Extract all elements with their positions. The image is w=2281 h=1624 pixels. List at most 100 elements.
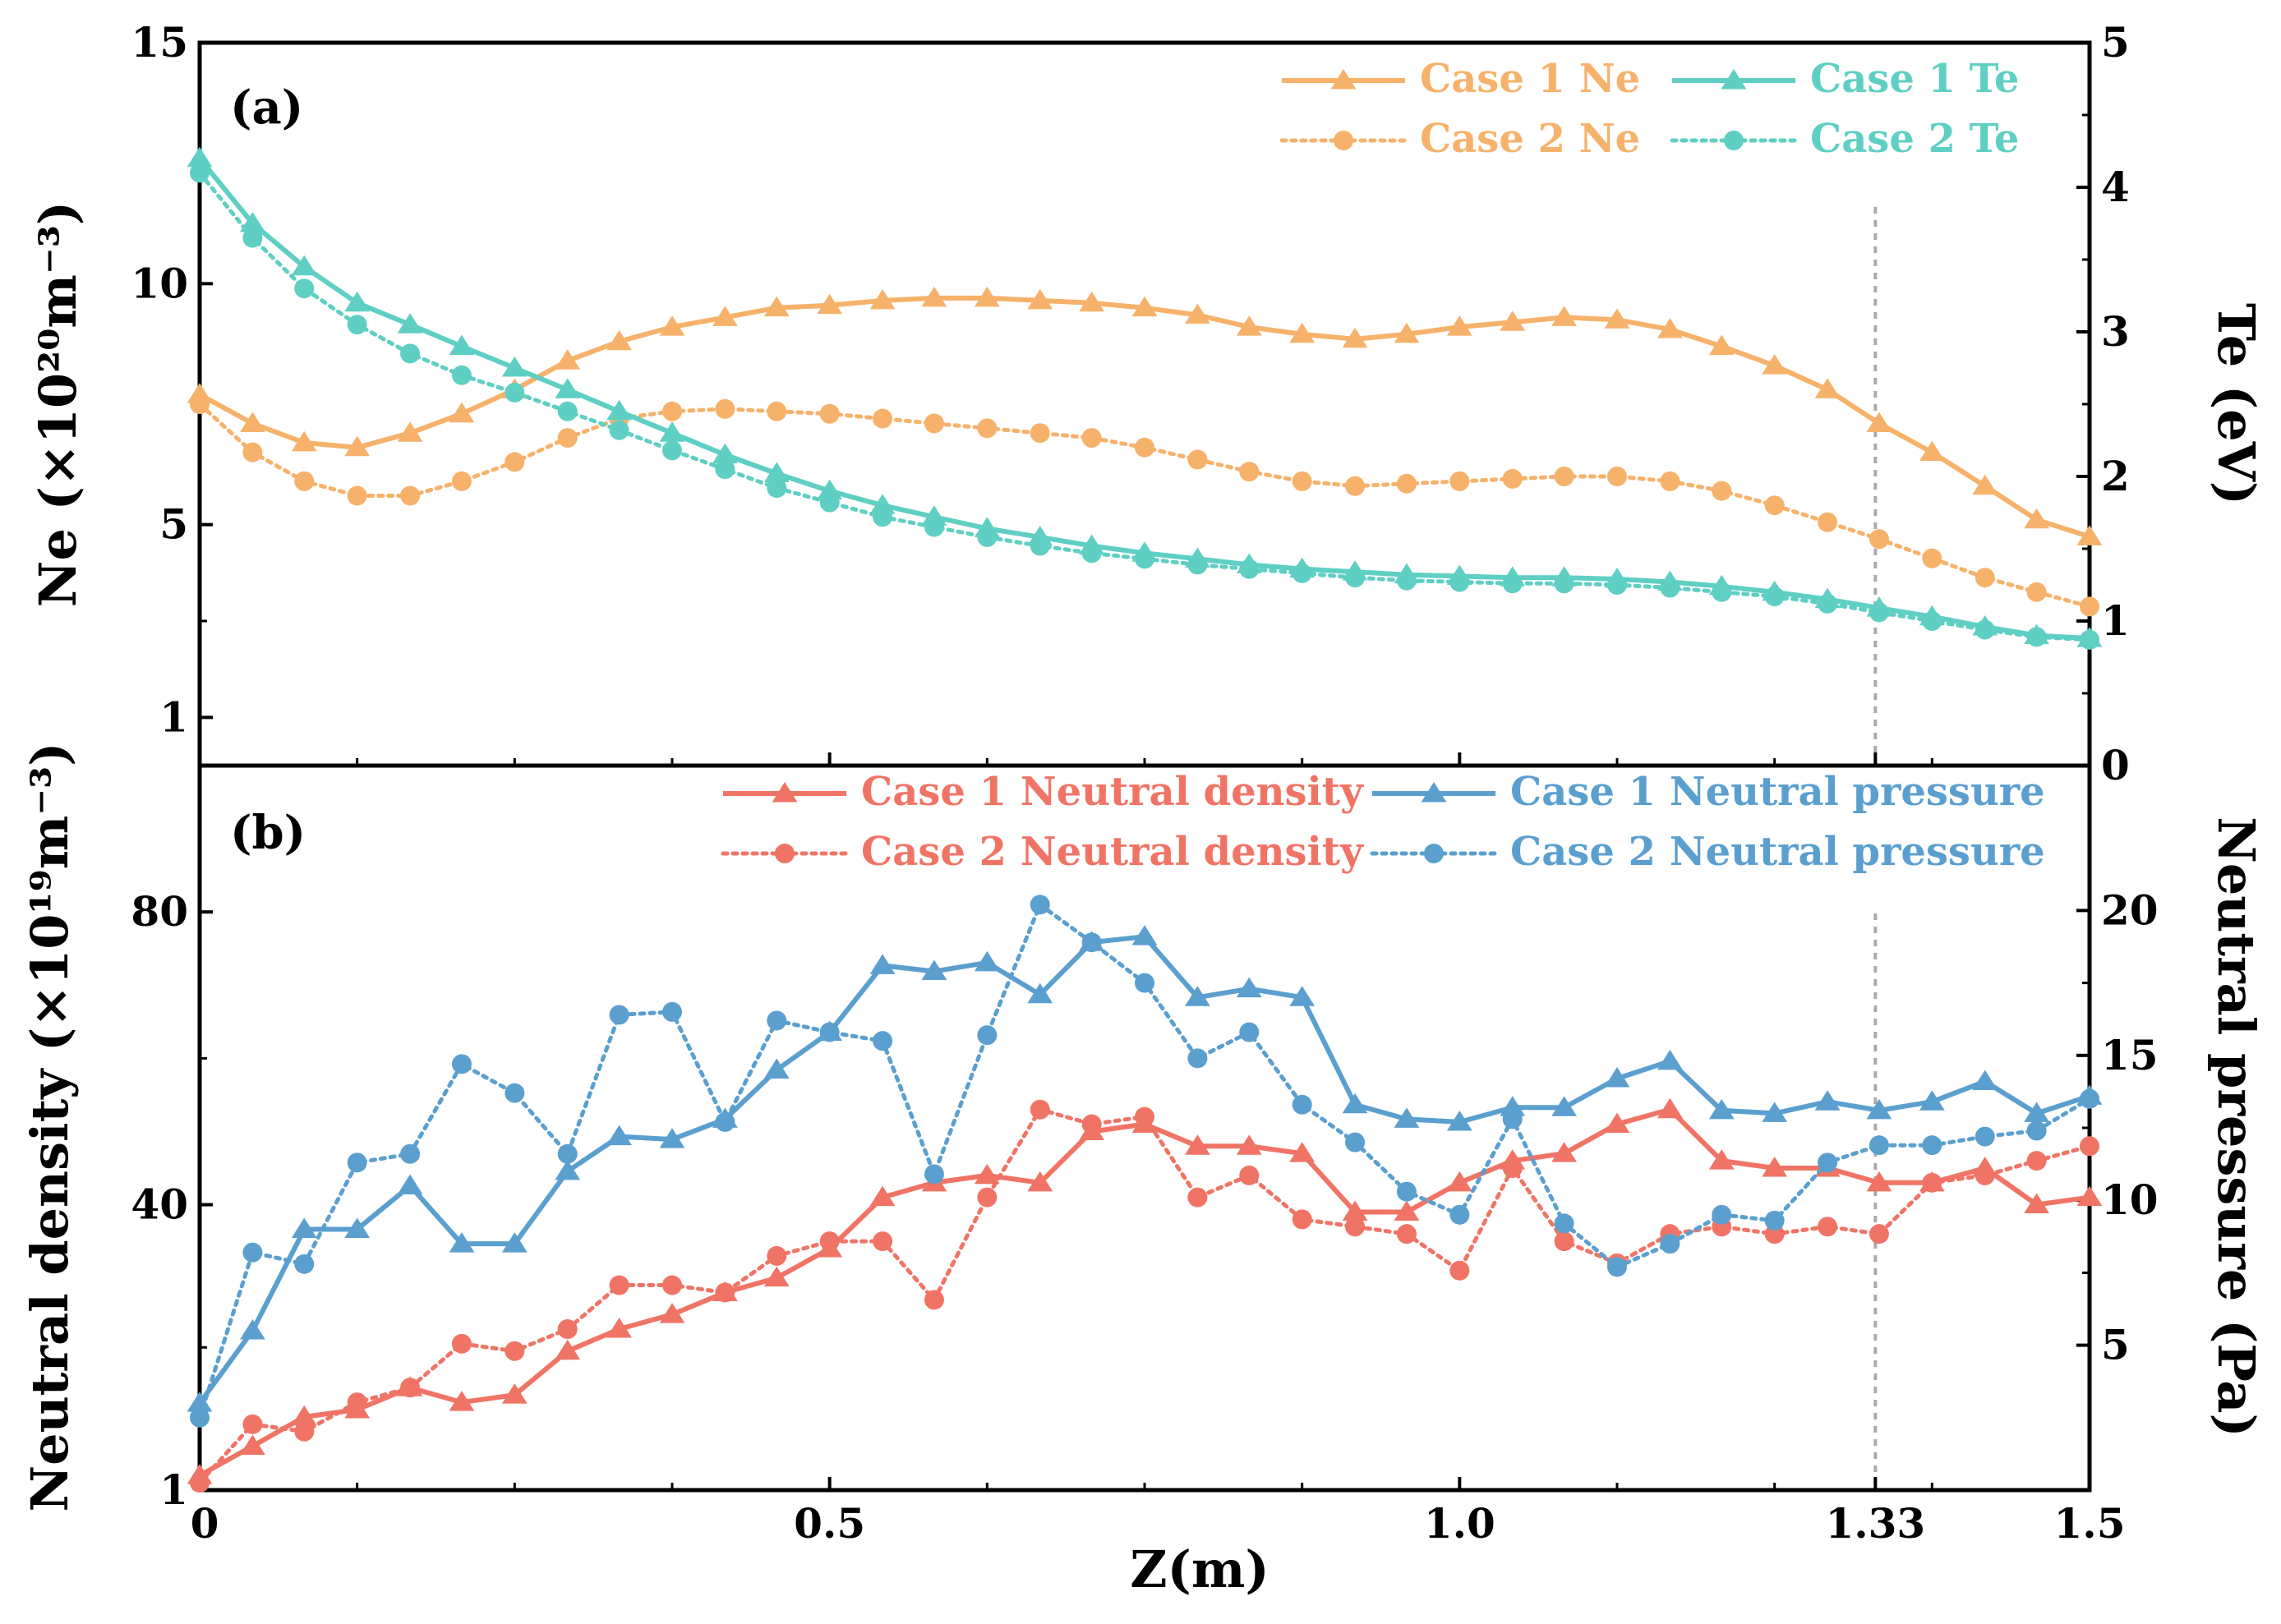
data-point-case-2-te <box>662 440 682 461</box>
panel-a-ytick-left-label: 10 <box>131 259 188 307</box>
data-point-case-1-neutral-pressure <box>187 1392 213 1412</box>
data-point-case-2-ne <box>715 398 735 419</box>
data-point-case-2-neutral-pressure <box>1449 1204 1470 1225</box>
data-point-case-1-ne <box>344 435 371 457</box>
panel-a-ytick-right-label: 1 <box>2101 596 2130 645</box>
data-point-case-2-te <box>1239 559 1260 579</box>
data-point-case-2-neutral-density <box>451 1333 472 1354</box>
data-point-case-1-ne <box>1342 327 1368 348</box>
data-point-case-1-ne <box>1814 378 1841 398</box>
data-point-case-1-ne <box>1185 303 1210 324</box>
data-point-case-2-te <box>1975 619 1995 640</box>
data-point-case-2-neutral-density <box>1975 1165 1995 1185</box>
data-point-case-1-neutral-pressure <box>869 954 896 974</box>
x-tick-label: 1.5 <box>2054 1499 2126 1548</box>
data-point-case-1-neutral-pressure <box>344 1217 371 1238</box>
data-point-case-2-neutral-density <box>557 1319 578 1339</box>
data-point-case-2-neutral-pressure <box>609 1005 629 1025</box>
data-point-case-2-te <box>347 315 367 335</box>
data-point-case-2-te <box>715 459 735 480</box>
data-point-case-2-neutral-density <box>1187 1187 1208 1208</box>
data-point-case-2-neutral-density <box>1345 1217 1366 1237</box>
series-case-2-neutral-density <box>190 1099 2099 1493</box>
panel-a-ylabel-left: Ne (×10²⁰m⁻³) <box>28 201 88 607</box>
data-point-case-2-ne <box>1081 428 1102 449</box>
data-point-case-2-neutral-density <box>1081 1114 1102 1134</box>
series-line-case-1-neutral-density <box>198 1106 2090 1478</box>
series-line-case-2-ne <box>197 402 2092 609</box>
data-point-case-2-te <box>873 507 893 527</box>
data-point-case-1-neutral-pressure <box>1657 1049 1683 1070</box>
data-point-case-1-te <box>659 421 685 442</box>
legend-label: Case 1 Ne <box>1420 56 1640 102</box>
data-point-case-2-neutral-pressure <box>1869 1135 1889 1156</box>
data-point-case-1-te <box>869 494 896 514</box>
legend-swatch-marker <box>1421 782 1447 803</box>
data-point-case-1-neutral-pressure <box>1814 1090 1841 1111</box>
data-point-case-2-neutral-density <box>977 1187 998 1208</box>
data-point-case-2-ne <box>767 401 787 421</box>
data-point-case-1-ne <box>606 329 632 351</box>
data-point-case-1-neutral-density <box>555 1339 581 1360</box>
data-point-case-1-ne <box>1762 354 1788 375</box>
data-point-case-1-ne <box>2076 525 2103 545</box>
data-point-case-2-neutral-density <box>1449 1260 1470 1281</box>
panel-b-ytick-right-label: 10 <box>2101 1175 2159 1224</box>
data-point-case-2-te <box>1030 536 1050 556</box>
data-point-case-2-te <box>294 278 315 299</box>
data-point-case-1-neutral-density <box>1185 1134 1210 1155</box>
legend-item-case-1-ne: Case 1 Ne <box>1282 56 1640 102</box>
data-point-case-1-neutral-pressure <box>1551 1096 1577 1116</box>
data-point-case-2-te <box>1712 582 1732 602</box>
data-point-case-1-ne <box>921 286 947 307</box>
legend-item-case-2-te: Case 2 Te <box>1670 116 2019 162</box>
data-point-case-1-te <box>501 357 528 377</box>
data-point-case-1-neutral-density <box>2076 1185 2103 1207</box>
data-point-case-2-te <box>242 228 263 248</box>
data-point-case-2-neutral-density <box>873 1231 893 1252</box>
data-point-case-1-neutral-density <box>1551 1142 1577 1162</box>
data-point-case-2-neutral-density <box>2026 1151 2047 1171</box>
panel-a-label: (a) <box>230 81 303 135</box>
data-point-case-2-neutral-pressure <box>1030 895 1050 915</box>
data-point-case-1-neutral-pressure <box>1604 1067 1630 1088</box>
data-point-case-2-neutral-pressure <box>924 1164 944 1185</box>
data-point-case-2-neutral-density <box>1502 1158 1523 1178</box>
x-axis: 0 0.5 1.0 1.33 1.5 <box>191 1499 2126 1548</box>
data-point-case-1-neutral-density <box>763 1266 790 1287</box>
legend-label: Case 2 Neutral pressure <box>1510 829 2045 875</box>
data-point-case-2-neutral-pressure <box>1764 1210 1785 1231</box>
data-point-case-2-neutral-pressure <box>1135 973 1154 993</box>
data-point-case-2-neutral-density <box>1030 1099 1050 1120</box>
data-point-case-2-ne <box>1449 471 1470 491</box>
data-point-case-2-te <box>557 401 578 421</box>
data-point-case-2-neutral-density <box>609 1275 629 1295</box>
data-point-case-2-ne <box>1345 476 1366 496</box>
data-point-case-2-neutral-density <box>924 1290 944 1310</box>
data-point-case-1-neutral-density <box>1289 1142 1316 1162</box>
data-point-case-1-neutral-pressure <box>240 1318 265 1340</box>
data-point-case-2-neutral-pressure <box>1712 1204 1732 1225</box>
series-case-2-te <box>190 163 2099 650</box>
data-point-case-2-ne <box>1712 481 1732 501</box>
data-point-case-1-neutral-pressure <box>2024 1102 2049 1122</box>
data-point-case-2-neutral-density <box>1396 1224 1417 1244</box>
data-point-case-2-neutral-pressure <box>1292 1094 1312 1115</box>
x-tick-label: 0 <box>191 1499 219 1548</box>
panel-a-ytick-left-label: 1 <box>159 692 188 741</box>
data-point-case-2-te <box>1345 568 1366 588</box>
data-point-case-2-te <box>1449 572 1470 592</box>
data-point-case-2-neutral-density <box>1239 1165 1260 1185</box>
panel-b-ytick-right-label: 15 <box>2101 1031 2159 1079</box>
data-point-case-2-neutral-pressure <box>1554 1213 1574 1234</box>
data-point-case-2-neutral-pressure <box>819 1022 840 1042</box>
panel-b: (b) Neutral density (×10¹⁹m⁻³) Neutral p… <box>20 742 2266 1514</box>
legend-swatch-marker <box>1334 131 1353 150</box>
data-point-case-1-ne <box>240 412 265 432</box>
panel-b-plot-area: 1 40 80 5 10 15 20 <box>131 886 2158 1514</box>
data-point-case-2-neutral-density <box>294 1421 315 1442</box>
data-point-case-2-te <box>977 527 998 547</box>
legend-swatch-marker <box>1721 69 1747 90</box>
legend-label: Case 2 Te <box>1810 116 2019 162</box>
